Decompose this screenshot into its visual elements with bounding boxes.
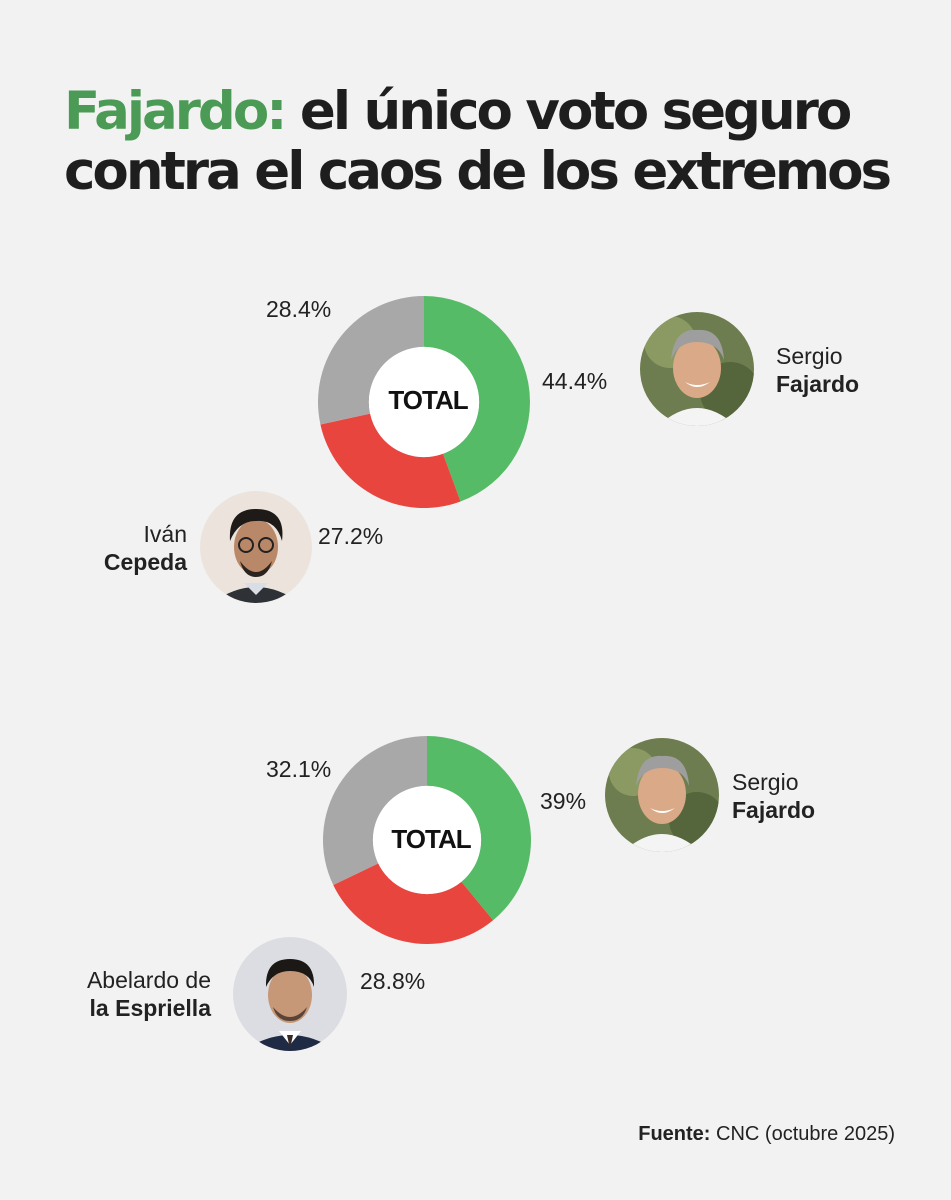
- candidate-name-fajardo: Sergio Fajardo: [732, 768, 815, 824]
- candidate-name-cepeda: Iván Cepeda: [104, 520, 187, 576]
- donut-slice-other: [323, 736, 427, 886]
- espriella-avatar: [233, 937, 347, 1051]
- donut-slice-iv-n-cepeda: [320, 413, 461, 508]
- last-name: Fajardo: [776, 371, 860, 397]
- slice-label-other: 28.4%: [266, 296, 332, 322]
- source-note: Fuente: CNC (octubre 2025): [638, 1123, 895, 1146]
- donut-slice-abelardo-de-la-espriella: [333, 863, 494, 944]
- first-name: Sergio: [776, 343, 843, 369]
- first-name: Sergio: [732, 769, 799, 795]
- first-name: Iván: [143, 521, 187, 547]
- source-label: Fuente:: [638, 1123, 711, 1145]
- slice-label-other: 32.1%: [266, 756, 332, 782]
- fajardo-avatar: [605, 738, 719, 852]
- slice-label-fajardo: 44.4%: [542, 368, 608, 394]
- last-name: la Espriella: [89, 995, 211, 1021]
- donut-slice-sergio-fajardo: [424, 296, 530, 502]
- headline: Fajardo: el único voto seguro contra el …: [64, 82, 904, 202]
- slice-label-espriella: 28.8%: [360, 968, 426, 994]
- donut-hole: [368, 346, 480, 458]
- donut-slice-sergio-fajardo: [427, 736, 531, 921]
- donut-center-label: TOTAL: [391, 824, 471, 854]
- donut-center-label: TOTAL: [388, 385, 468, 415]
- cepeda-avatar: [200, 491, 312, 603]
- donut-slice-other: [318, 296, 424, 425]
- headline-highlight: Fajardo:: [64, 81, 287, 142]
- slice-label-cepeda: 27.2%: [318, 523, 384, 549]
- candidate-name-fajardo: Sergio Fajardo: [776, 342, 859, 398]
- fajardo-avatar: [640, 312, 754, 426]
- donut-hole: [372, 785, 482, 895]
- donut-chart-2: [323, 736, 531, 944]
- chart-panel-2: TOTAL 32.1% 39% 28.8% Sergio Fajardo Abe: [0, 0, 951, 1051]
- chart-panel-1: TOTAL 28.4% 44.4% 27.2% Sergio Fajardo: [0, 0, 951, 603]
- slice-label-fajardo: 39%: [540, 788, 587, 814]
- source-text: CNC (octubre 2025): [710, 1123, 895, 1145]
- headline-rest: el único voto seguro contra el caos de l…: [64, 81, 892, 202]
- last-name: Fajardo: [732, 797, 816, 823]
- first-name: Abelardo de: [86, 967, 211, 993]
- donut-chart-1: [318, 296, 530, 508]
- last-name: Cepeda: [103, 549, 187, 575]
- candidate-name-espriella: Abelardo de la Espriella: [87, 966, 211, 1022]
